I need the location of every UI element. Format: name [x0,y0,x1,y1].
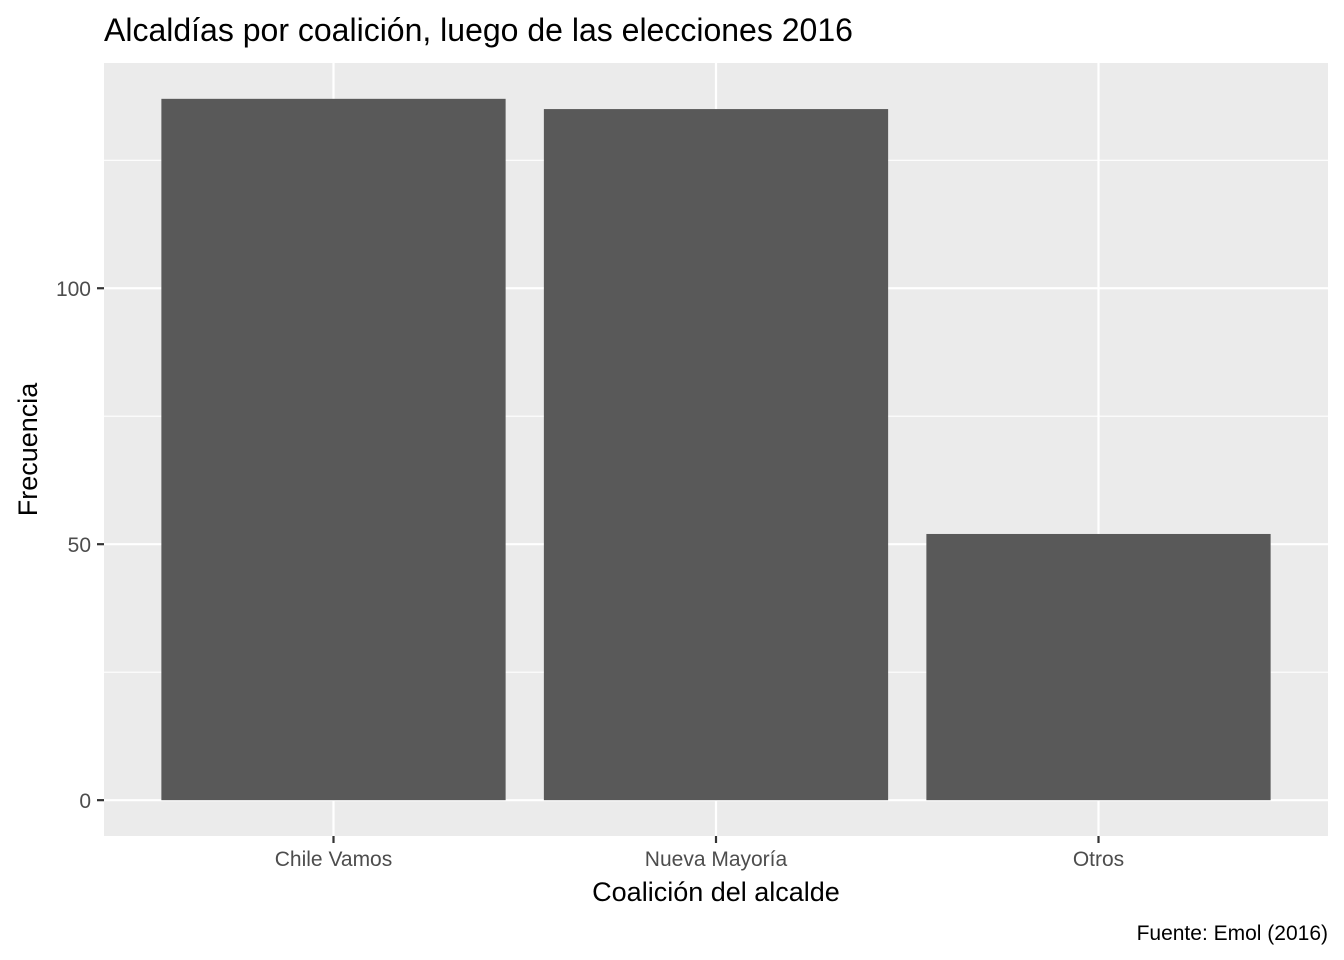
bars [161,98,1271,801]
x-axis-title: Coalición del alcalde [592,877,840,907]
bar-chile-vamos [161,98,506,801]
x-tick-label: Nueva Mayoría [645,848,788,871]
y-tick-label: 100 [56,278,91,301]
x-axis: Chile Vamos Nueva Mayoría Otros [275,836,1124,871]
x-tick-label: Chile Vamos [275,848,393,871]
chart-title: Alcaldías por coalición, luego de las el… [104,12,853,48]
y-axis-title: Frecuencia [13,382,43,517]
bar-nueva-mayor-a [543,109,889,801]
y-tick-label: 50 [68,534,91,557]
chart-caption: Fuente: Emol (2016) [1137,922,1328,945]
bar-otros [926,533,1271,801]
y-tick-label: 0 [79,790,91,813]
x-tick-label: Otros [1073,848,1124,871]
y-axis: 0 50 100 [56,278,104,813]
